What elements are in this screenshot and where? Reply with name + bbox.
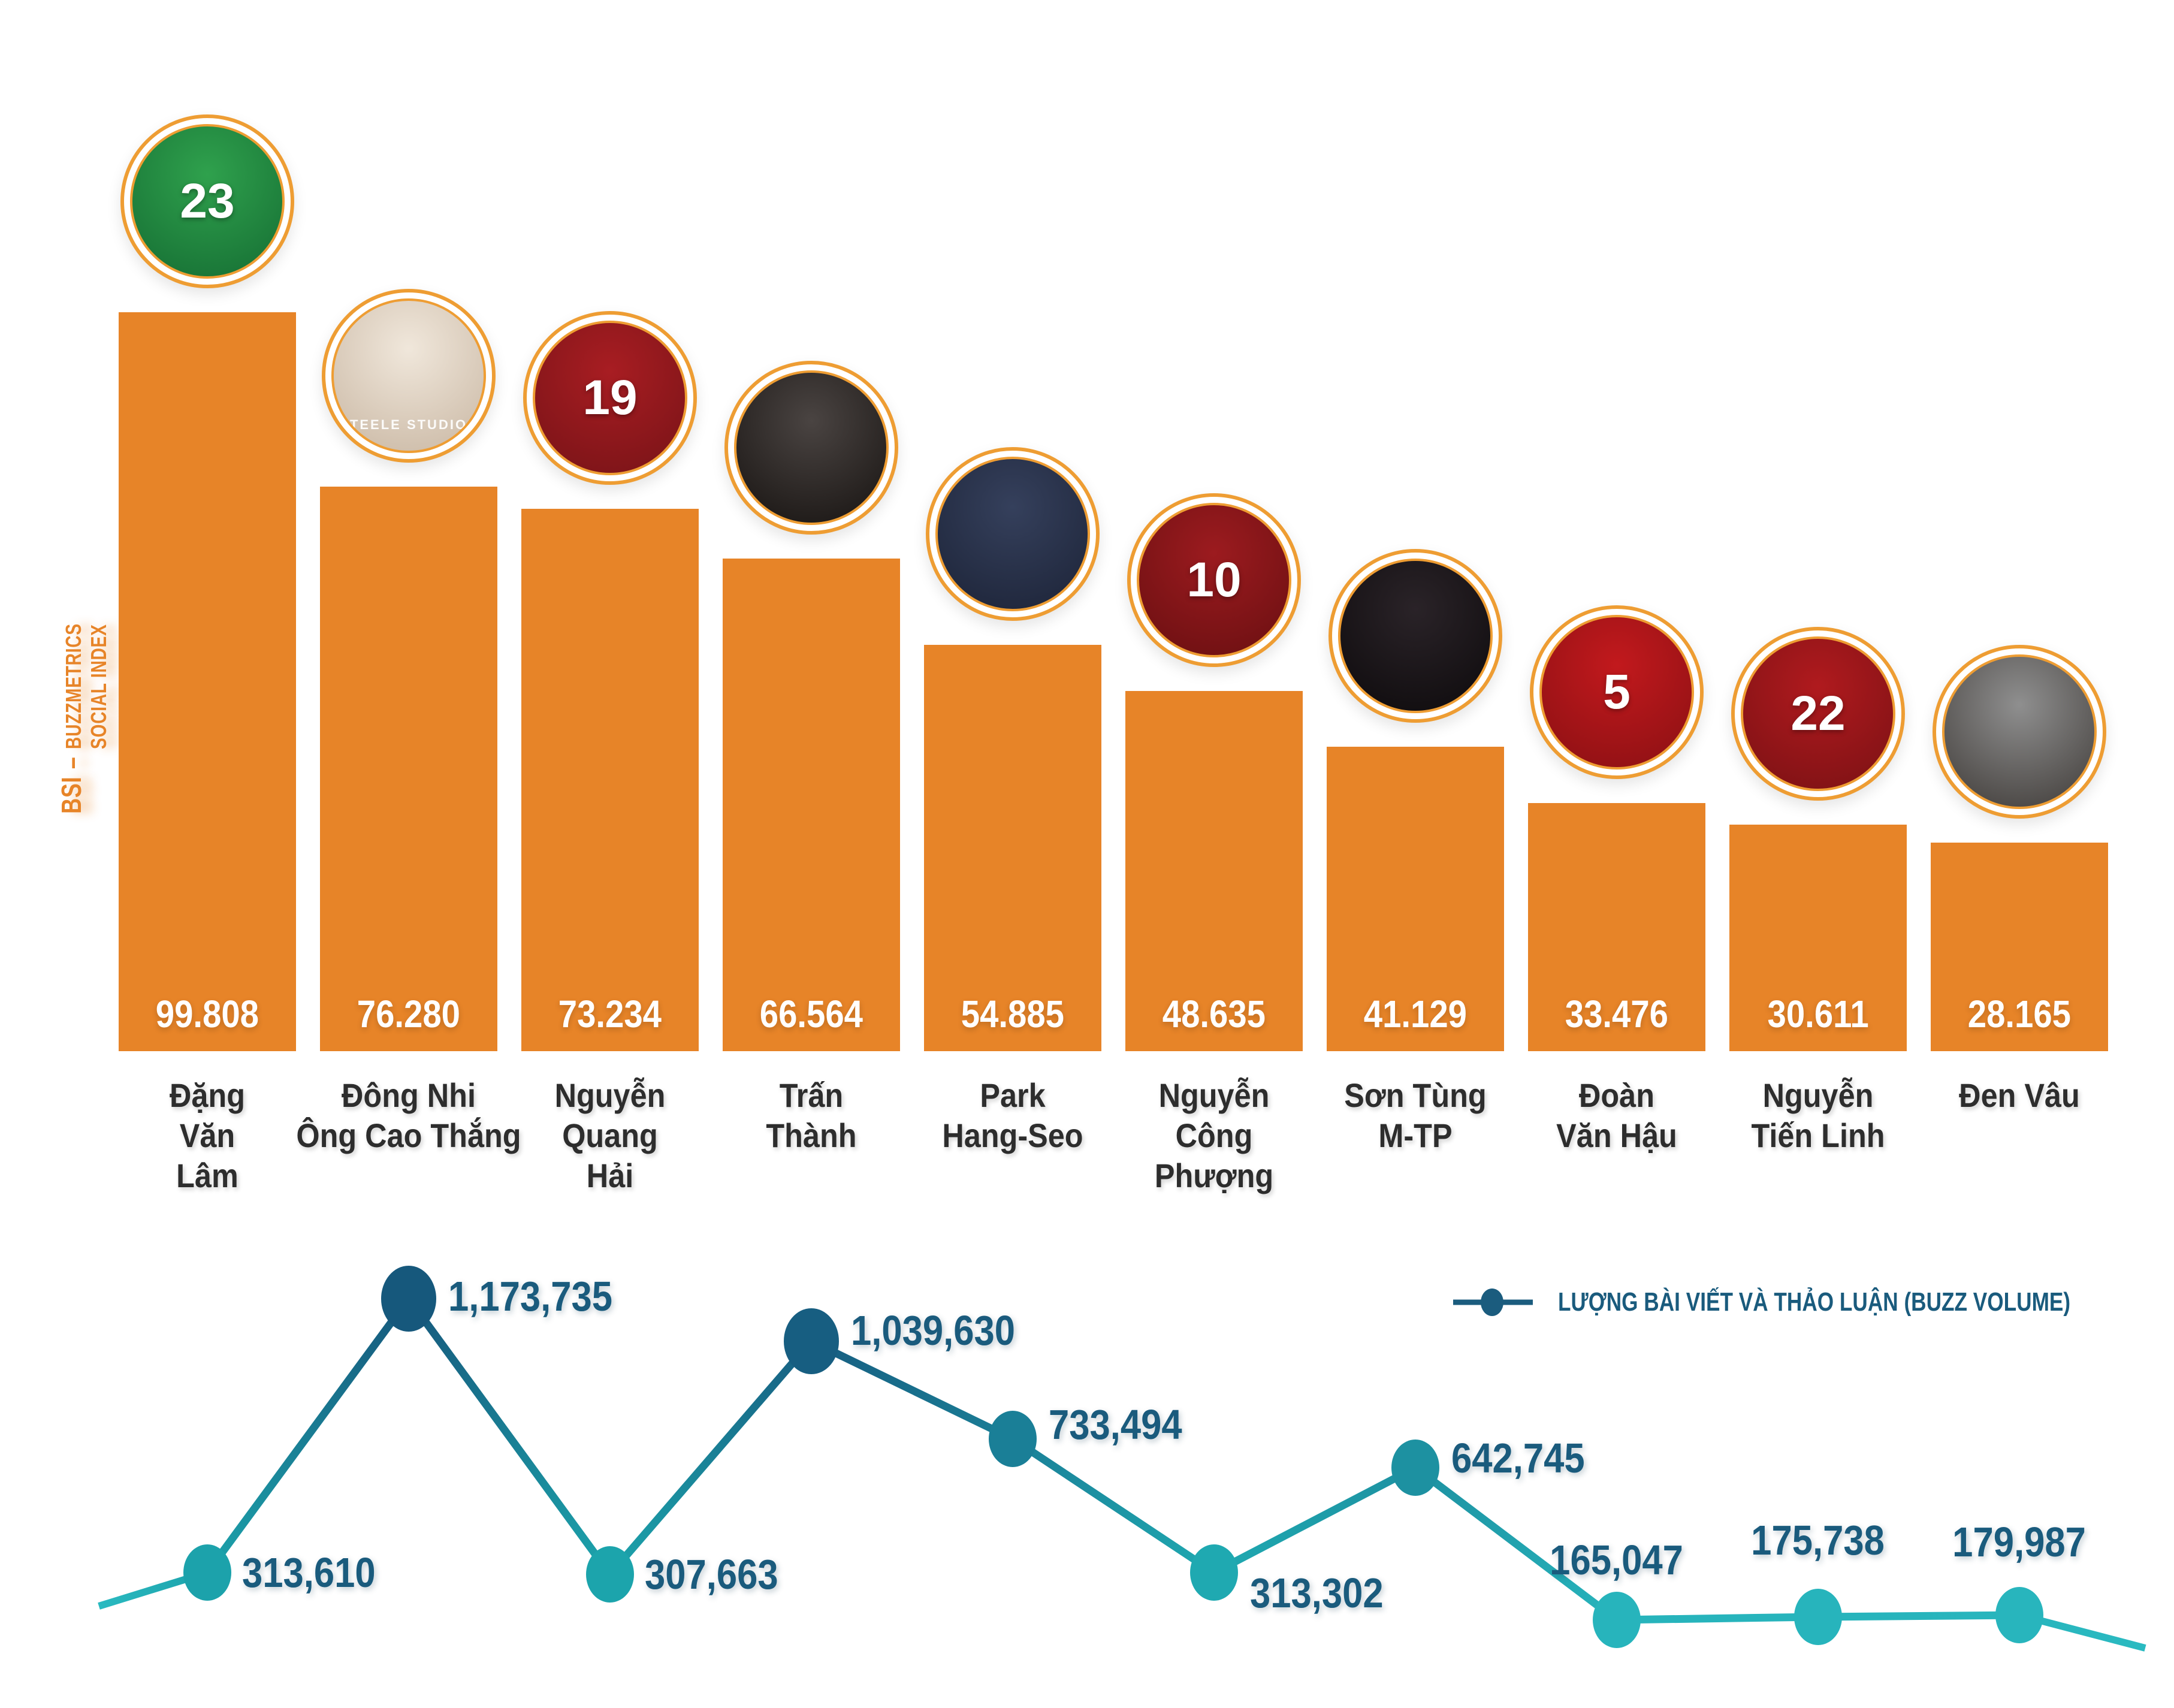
avatar-photo: 5 bbox=[1539, 615, 1694, 769]
line-value-label: 642,745 bbox=[1451, 1435, 1585, 1481]
bar-Trấn Thành: 66.564 bbox=[723, 559, 900, 1051]
jersey-number: 22 bbox=[1790, 686, 1846, 741]
line-value-label: 165,047 bbox=[1550, 1537, 1684, 1583]
line-point-Nguyễn Công Phượng bbox=[1190, 1544, 1238, 1601]
bar-Đoàn Văn Hậu: 33.476 bbox=[1528, 803, 1705, 1051]
avatar-photo bbox=[1942, 654, 2097, 809]
bar-value-label: 54.885 bbox=[961, 992, 1065, 1036]
avatar-Đen Vâu bbox=[1933, 645, 2106, 819]
bar-value-label: 33.476 bbox=[1565, 992, 1669, 1036]
line-segment-0 bbox=[204, 1296, 412, 1575]
photo-watermark: TEELE STUDIO bbox=[349, 417, 468, 432]
line-value-label: 733,494 bbox=[1049, 1401, 1182, 1448]
line-value-label: 179,987 bbox=[1952, 1519, 2087, 1565]
avatar-Sơn Tùng M-TP bbox=[1328, 549, 1502, 723]
line-point-Đặng Văn Lâm bbox=[183, 1544, 231, 1601]
bar-value-label: 66.564 bbox=[759, 992, 863, 1036]
line-segment-7 bbox=[1616, 1613, 1819, 1624]
avatar-Nguyễn Quang Hải: 19 bbox=[523, 311, 697, 485]
bar-Đen Vâu: 28.165 bbox=[1931, 843, 2108, 1051]
avatar-Đặng Văn Lâm: 23 bbox=[120, 114, 294, 288]
line-point-Đoàn Văn Hậu bbox=[1593, 1592, 1641, 1648]
line-point-Đông Nhi Ông Cao Thắng bbox=[381, 1266, 436, 1332]
line-point-Đen Vâu bbox=[1995, 1587, 2043, 1643]
bar-value-label: 73.234 bbox=[558, 992, 662, 1036]
category-label: Sơn Tùng M-TP bbox=[1344, 1076, 1487, 1154]
bsi-axis-label-text: BSI – BUZZMETRICS SOCIAL INDEX bbox=[55, 571, 111, 814]
line-point-Sơn Tùng M-TP bbox=[1391, 1440, 1439, 1496]
bar-value-label: 48.635 bbox=[1162, 992, 1266, 1036]
avatar-photo: TEELE STUDIO bbox=[331, 298, 486, 453]
category-label: Đoàn Văn Hậu bbox=[1556, 1076, 1677, 1154]
avatar-Đoàn Văn Hậu: 5 bbox=[1530, 605, 1704, 779]
category-label: Nguyễn Tiến Linh bbox=[1751, 1076, 1885, 1154]
line-value-label: 1,039,630 bbox=[851, 1307, 1016, 1354]
avatar-Nguyễn Tiến Linh: 22 bbox=[1731, 627, 1905, 801]
avatar-photo: 23 bbox=[130, 124, 285, 279]
line-segment-3 bbox=[810, 1338, 1014, 1443]
line-value-label: 313,302 bbox=[1250, 1570, 1384, 1616]
jersey-number: 19 bbox=[582, 370, 638, 425]
bsi-axis-label: BSI – BUZZMETRICS SOCIAL INDEX bbox=[55, 536, 111, 848]
bar-Park Hang-Seo: 54.885 bbox=[924, 645, 1101, 1051]
bar-value-label: 28.165 bbox=[1967, 992, 2072, 1036]
avatar-Trấn Thành bbox=[724, 361, 898, 535]
line-series-legend-icon bbox=[1453, 1288, 1533, 1316]
jersey-number: 23 bbox=[180, 174, 235, 228]
avatar-Đông Nhi Ông Cao Thắng: TEELE STUDIO bbox=[322, 289, 496, 463]
line-segment-2 bbox=[607, 1338, 814, 1577]
jersey-number: 10 bbox=[1186, 553, 1242, 607]
bar-Nguyễn Công Phượng: 48.635 bbox=[1125, 691, 1303, 1051]
bsi-axis-label-primary: BSI bbox=[56, 776, 87, 814]
bar-value-label: 76.280 bbox=[357, 992, 461, 1036]
category-label: Park Hang-Seo bbox=[942, 1076, 1083, 1154]
category-label: Đặng Văn Lâm bbox=[170, 1076, 245, 1194]
avatar-photo: 10 bbox=[1137, 503, 1291, 657]
category-label: Đen Vâu bbox=[1959, 1076, 2080, 1114]
line-value-label: 1,173,735 bbox=[448, 1273, 613, 1320]
category-label: Đông Nhi Ông Cao Thắng bbox=[296, 1076, 521, 1154]
line-value-label: 313,610 bbox=[242, 1549, 376, 1596]
bar-Nguyễn Quang Hải: 73.234 bbox=[521, 509, 699, 1051]
bar-Đông Nhi Ông Cao Thắng: 76.280 bbox=[320, 487, 497, 1051]
bsi-axis-label-dash: – bbox=[56, 756, 87, 769]
category-label: Trấn Thành bbox=[766, 1076, 857, 1154]
legend-label: LƯỢNG BÀI VIẾT VÀ THẢO LUẬN (BUZZ VOLUME… bbox=[1558, 1287, 2071, 1317]
bar-value-label: 41.129 bbox=[1363, 992, 1468, 1036]
bar-Đặng Văn Lâm: 99.808 bbox=[119, 312, 296, 1051]
bar-Nguyễn Tiến Linh: 30.611 bbox=[1729, 825, 1907, 1051]
line-point-Trấn Thành bbox=[784, 1308, 839, 1374]
buzz-volume-legend: LƯỢNG BÀI VIẾT VÀ THẢO LUẬN (BUZZ VOLUME… bbox=[1453, 1275, 2174, 1329]
line-point-Nguyễn Quang Hải bbox=[586, 1546, 634, 1603]
line-segment-4 bbox=[1010, 1435, 1216, 1576]
bsi-axis-label-rest: BUZZMETRICS SOCIAL INDEX bbox=[61, 623, 111, 749]
avatar-photo: 19 bbox=[533, 321, 687, 475]
avatar-Park Hang-Seo bbox=[926, 447, 1100, 621]
bar-value-label: 99.808 bbox=[155, 992, 259, 1036]
avatar-photo bbox=[1338, 559, 1493, 713]
avatar-photo bbox=[935, 457, 1090, 611]
line-value-label: 175,738 bbox=[1751, 1517, 1885, 1564]
jersey-number: 5 bbox=[1603, 665, 1630, 719]
line-tail-left bbox=[98, 1569, 209, 1610]
line-tail-right bbox=[2018, 1612, 2146, 1652]
avatar-photo: 22 bbox=[1741, 636, 1895, 791]
line-point-Nguyễn Tiến Linh bbox=[1794, 1589, 1842, 1645]
line-segment-8 bbox=[1817, 1611, 2020, 1621]
avatar-Nguyễn Công Phượng: 10 bbox=[1127, 493, 1301, 667]
bar-value-label: 30.611 bbox=[1767, 992, 1869, 1036]
category-label: Nguyễn Quang Hải bbox=[554, 1076, 666, 1194]
bar-Sơn Tùng M-TP: 41.129 bbox=[1327, 747, 1504, 1051]
line-value-label: 307,663 bbox=[645, 1551, 778, 1598]
line-point-Park Hang-Seo bbox=[989, 1411, 1037, 1467]
line-segment-5 bbox=[1212, 1464, 1418, 1576]
avatar-photo bbox=[734, 370, 889, 525]
line-segment-1 bbox=[405, 1296, 614, 1577]
category-label: Nguyễn Công Phượng bbox=[1154, 1076, 1274, 1194]
